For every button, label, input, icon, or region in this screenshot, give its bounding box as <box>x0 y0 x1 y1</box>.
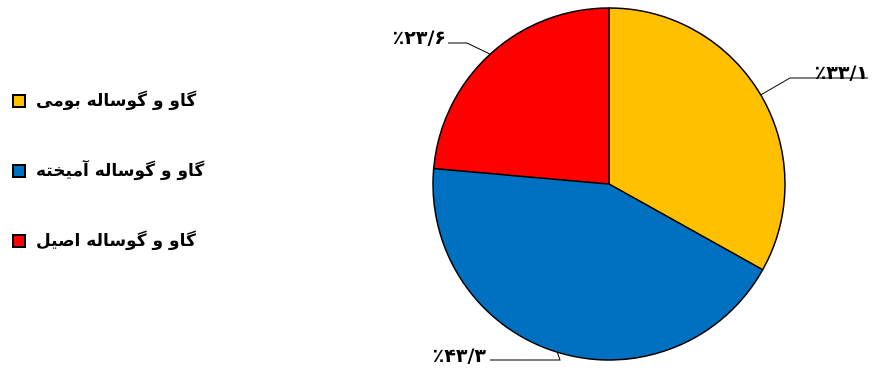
legend-swatch-native <box>12 94 26 108</box>
legend-label-purebred: گاو و گوساله اصیل <box>36 231 196 251</box>
leader-line-crossbred <box>490 352 561 361</box>
legend-swatch-crossbred <box>12 164 26 178</box>
leader-line-native <box>760 77 868 96</box>
legend-label-crossbred: گاو و گوساله آمیخته <box>36 161 205 181</box>
data-label-purebred: ٪۲۳/۶ <box>393 27 446 49</box>
legend-swatch-purebred <box>12 234 26 248</box>
pie-slices <box>432 7 786 361</box>
legend-label-native: گاو و گوساله بومی <box>36 91 197 111</box>
legend-item-crossbred: گاو و گوساله آمیخته <box>8 158 258 184</box>
leader-line-purebred <box>448 42 491 55</box>
pie-slice-purebred <box>432 7 610 185</box>
pie-slice-native <box>608 7 786 271</box>
legend-item-native: گاو و گوساله بومی <box>8 88 258 114</box>
data-label-crossbred: ٪۴۳/۳ <box>433 345 487 367</box>
legend-item-purebred: گاو و گوساله اصیل <box>8 228 258 254</box>
data-label-native: ٪۳۳/۱ <box>815 62 868 84</box>
leader-lines <box>448 42 868 361</box>
